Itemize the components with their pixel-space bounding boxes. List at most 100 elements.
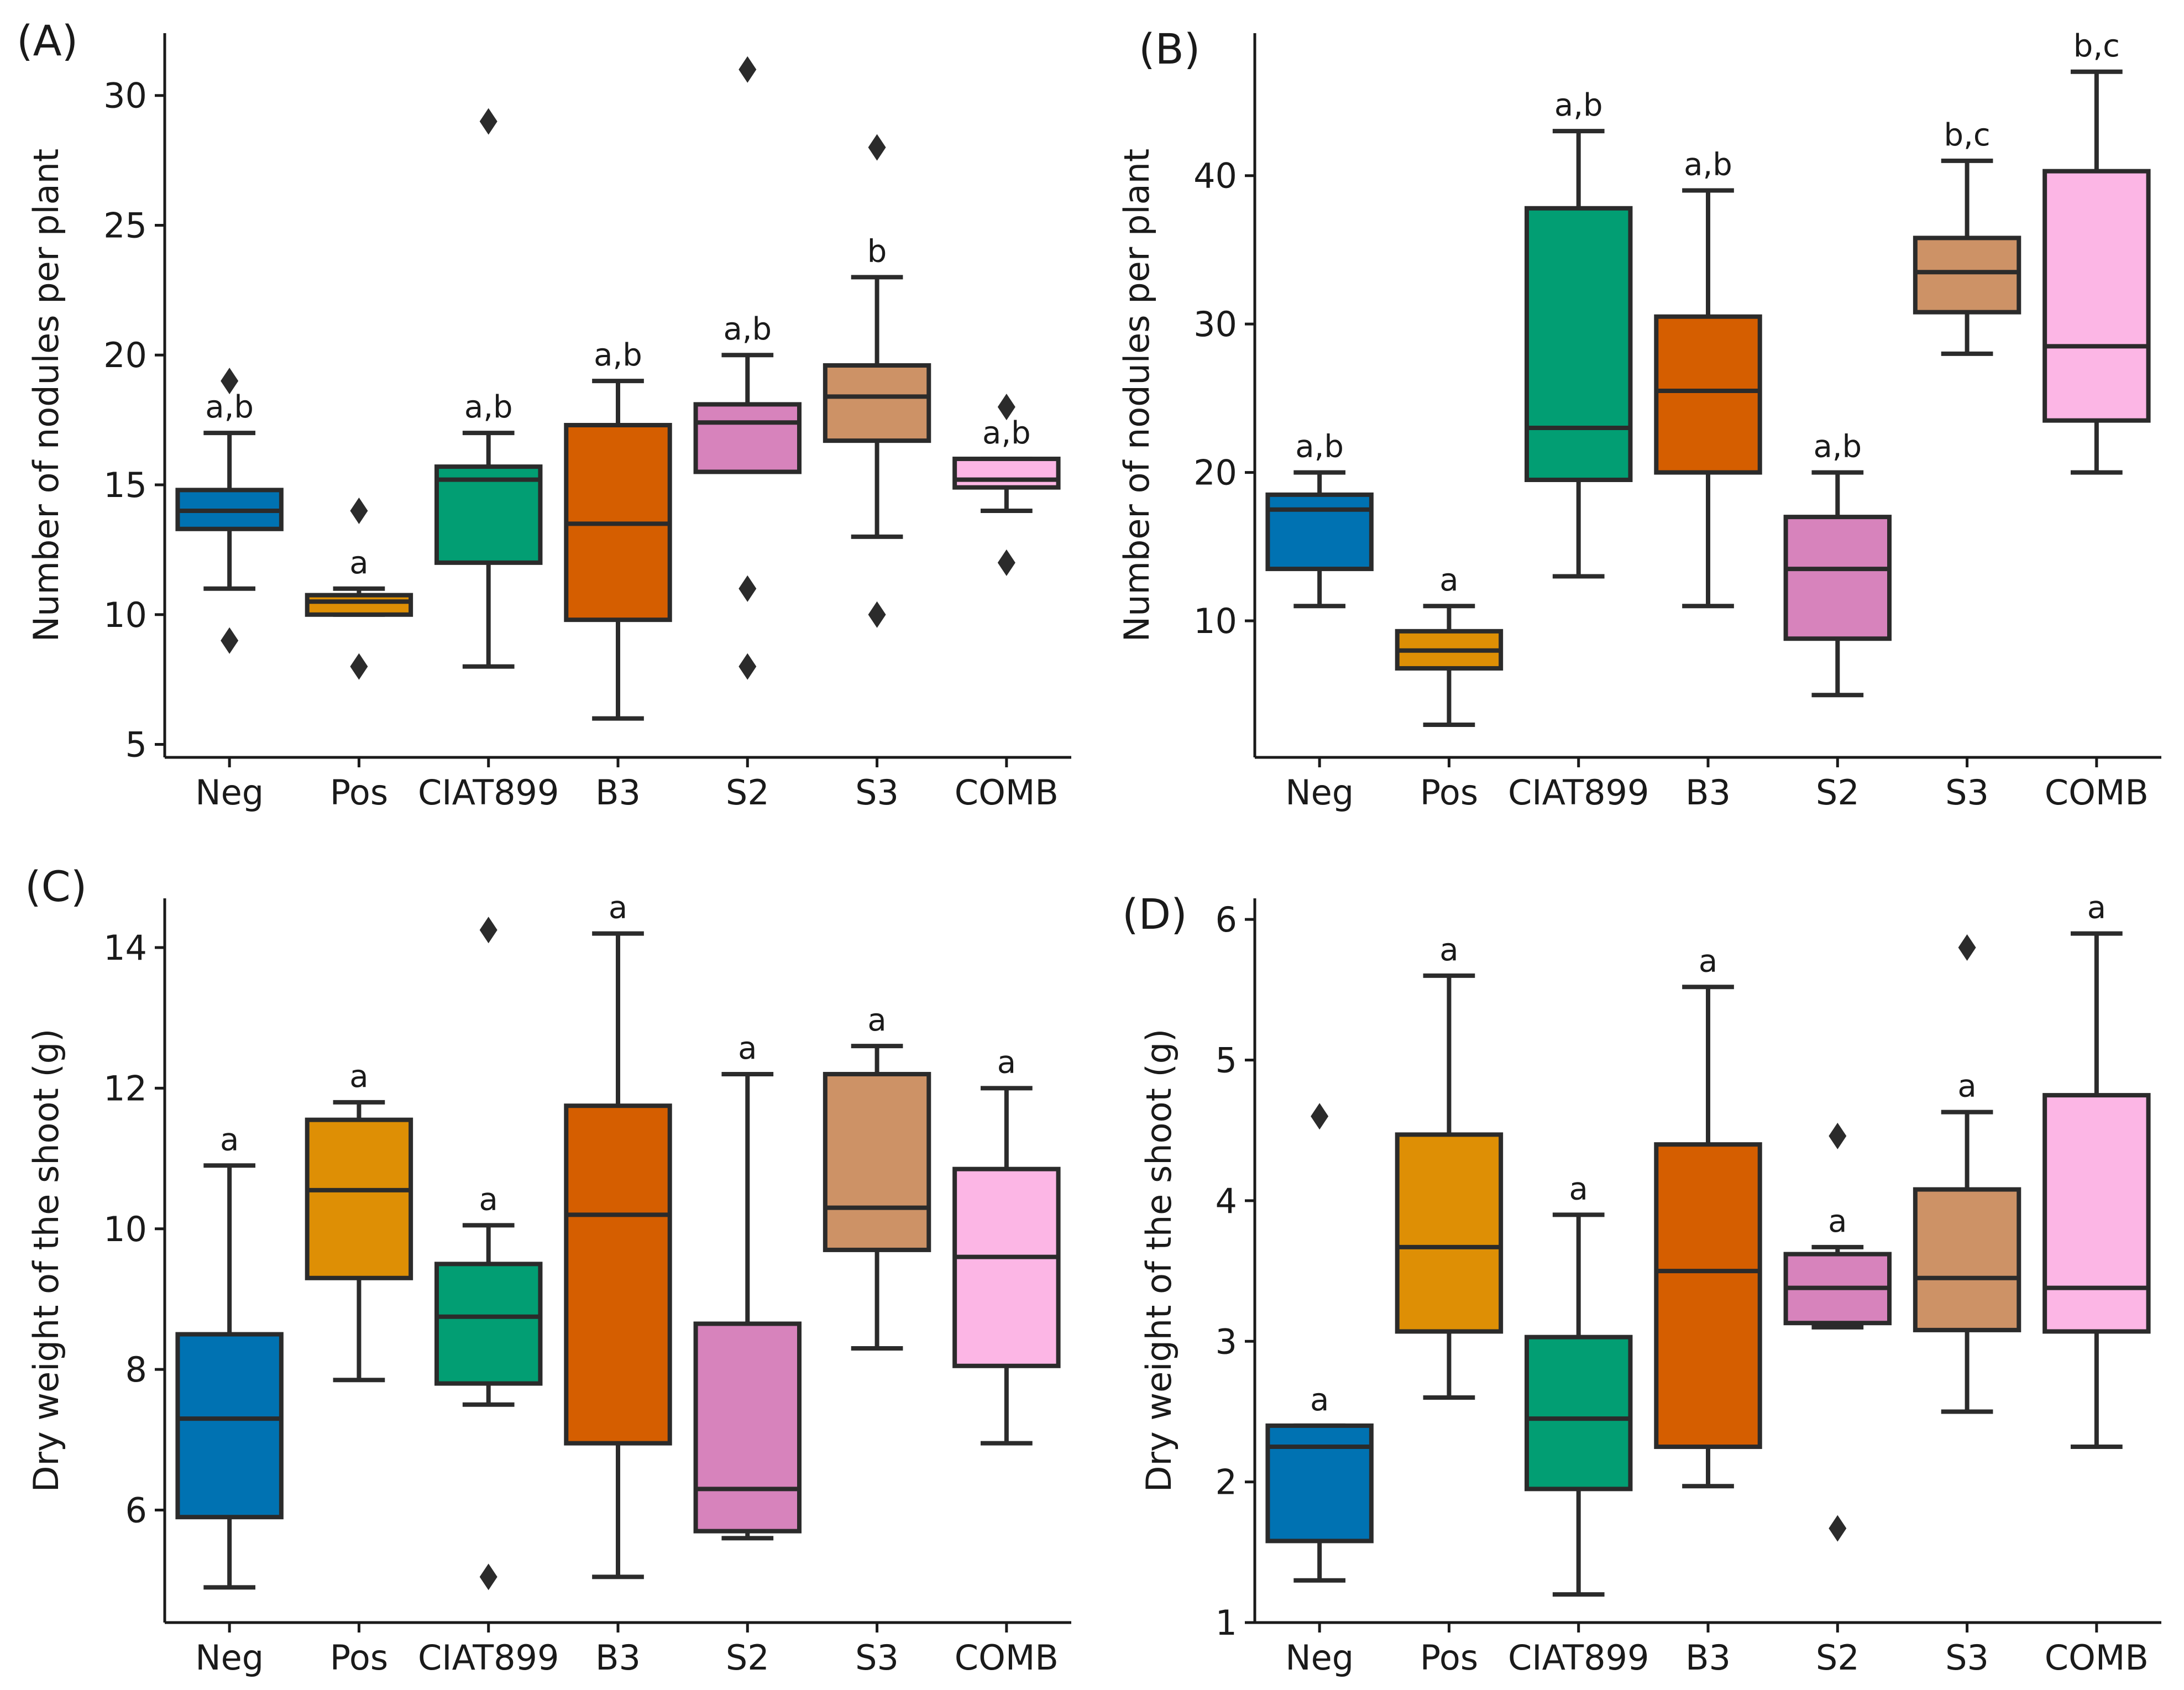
significance-label: a (738, 1030, 757, 1066)
x-tick-label-pos: Pos (330, 772, 388, 813)
outlier-point (350, 653, 368, 680)
box-body (564, 1103, 672, 1446)
box-body (2042, 1093, 2151, 1334)
box-b3: a,b (564, 337, 672, 721)
box-body (952, 457, 1061, 490)
outlier-point (479, 1563, 497, 1590)
y-axis-label: Dry weight of the shoot (g) (26, 1029, 66, 1493)
box-neg: a,b (175, 368, 284, 654)
panel-label: (D) (1122, 890, 1187, 939)
significance-label: a (1569, 1171, 1588, 1207)
y-tick-label: 40 (1193, 156, 1237, 196)
box-s3: b,c (1913, 117, 2021, 356)
y-tick-label: 6 (125, 1490, 147, 1531)
y-tick-label: 2 (1216, 1462, 1237, 1503)
outlier-point (350, 497, 368, 524)
box-s2: a,b (1783, 429, 1892, 698)
box-ciat899: a (434, 917, 543, 1590)
significance-label: a (1699, 943, 1717, 979)
outlier-point (1958, 934, 1976, 961)
box-ciat899: a (1525, 1171, 1633, 1597)
box-s2: a,b (693, 56, 802, 680)
y-tick-label: 3 (1216, 1321, 1237, 1362)
y-tick-label: 8 (125, 1349, 147, 1390)
box-body (175, 1332, 284, 1520)
box-body (434, 464, 543, 565)
box-s3: a (1913, 934, 2021, 1414)
significance-label: a (349, 1059, 368, 1095)
box-neg: a (175, 1122, 284, 1590)
significance-label: a (1310, 1382, 1329, 1418)
box-body (305, 1117, 413, 1280)
y-tick-label: 12 (103, 1068, 147, 1108)
box-body (952, 1166, 1061, 1368)
x-tick-label-pos: Pos (330, 1637, 388, 1678)
box-b3: a (1654, 943, 1762, 1489)
significance-label: a (479, 1181, 498, 1217)
significance-label: a,b (723, 311, 772, 347)
significance-label: a (2087, 890, 2106, 926)
significance-label: b,c (1944, 117, 1991, 153)
panel-c: (C) 6 8 10 12 14 Dry weight of the shoot (g) Ne… (25, 862, 1071, 1678)
y-tick-label: 25 (103, 205, 147, 245)
box-s2: a (693, 1030, 802, 1541)
box-neg: a,b (1265, 429, 1374, 609)
x-tick-label-b3: B3 (595, 1637, 641, 1678)
y-tick-label: 30 (103, 76, 147, 116)
box-body (1265, 492, 1374, 572)
y-tick-label: 20 (103, 335, 147, 375)
box-body (823, 1071, 931, 1252)
significance-label: a,b (594, 337, 642, 373)
x-tick-label-ciat899: CIAT899 (1508, 1637, 1649, 1678)
outlier-point (221, 368, 239, 395)
box-neg: a (1265, 1103, 1374, 1583)
significance-label: a (1439, 932, 1458, 968)
x-tick-label-s3: S3 (855, 772, 899, 813)
outlier-point (739, 575, 757, 602)
y-axis-label: Number of nodules per plant (26, 149, 66, 642)
significance-label: a,b (1813, 429, 1862, 465)
y-tick-label: 10 (103, 1209, 147, 1249)
significance-label: a,b (982, 415, 1031, 451)
outlier-point (221, 627, 239, 654)
significance-label: a (349, 545, 368, 581)
x-tick-label-s2: S2 (1816, 1637, 1860, 1678)
box-comb: b,c (2042, 28, 2151, 475)
box-pos: a (305, 1059, 413, 1383)
x-tick-label-s3: S3 (1945, 1637, 1989, 1678)
significance-label: a (997, 1044, 1016, 1080)
x-tick-label-pos: Pos (1420, 1637, 1478, 1678)
y-tick-label: 20 (1193, 453, 1237, 493)
x-tick-label-neg: Neg (1285, 1637, 1354, 1678)
significance-label: a (1957, 1069, 1976, 1105)
box-pos: a (305, 497, 413, 680)
outlier-point (1829, 1515, 1847, 1542)
x-tick-label-s3: S3 (1945, 772, 1989, 813)
significance-label: a,b (1554, 87, 1603, 123)
x-tick-label-b3: B3 (1685, 772, 1731, 813)
box-comb: a (2042, 890, 2151, 1450)
x-tick-label-ciat899: CIAT899 (418, 772, 559, 813)
box-body (434, 1262, 543, 1386)
y-tick-label: 5 (1216, 1040, 1237, 1081)
panel-label: (C) (25, 862, 87, 911)
x-tick-label-ciat899: CIAT899 (1508, 772, 1649, 813)
y-axis-label: Number of nodules per plant (1117, 149, 1157, 642)
outlier-point (479, 917, 497, 944)
outlier-point (479, 108, 497, 135)
box-body (1525, 1335, 1633, 1492)
significance-label: a (1439, 562, 1458, 598)
panel-label: (B) (1139, 24, 1200, 74)
x-tick-label-comb: COMB (2045, 772, 2149, 813)
significance-label: b (867, 233, 887, 269)
outlier-point (1311, 1103, 1329, 1130)
y-tick-label: 15 (103, 465, 147, 505)
x-tick-label-s2: S2 (726, 772, 769, 813)
x-tick-label-neg: Neg (195, 772, 264, 813)
outlier-point (997, 549, 1015, 576)
outlier-point (868, 601, 886, 628)
box-body (693, 1321, 802, 1534)
y-tick-label: 14 (103, 928, 147, 968)
x-tick-label-neg: Neg (1285, 772, 1354, 813)
